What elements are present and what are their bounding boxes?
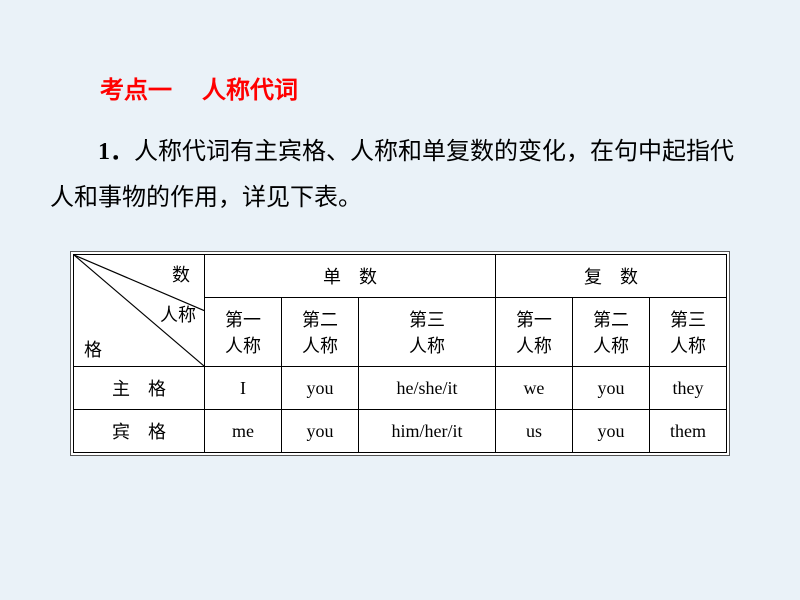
pronoun-table: 数 人称 格 单 数 复 数 第一人称 第二人称 第三人称 第一人称 第二人称 …: [73, 254, 727, 453]
corner-cell: 数 人称 格: [74, 255, 205, 367]
corner-label-person: 人称: [160, 301, 196, 327]
cell: them: [649, 410, 726, 453]
heading-part2: 人称代词: [202, 78, 298, 104]
corner-label-number: 数: [172, 261, 190, 287]
cell: I: [205, 367, 282, 410]
slide-content: 考点一 人称代词 1．人称代词有主宾格、人称和单复数的变化，在句中起指代人和事物的…: [0, 0, 800, 456]
cell: me: [205, 410, 282, 453]
cell: you: [282, 367, 359, 410]
sub-header: 第二人称: [572, 298, 649, 367]
corner-label-case: 格: [84, 336, 102, 362]
group-header-plural: 复 数: [495, 255, 726, 298]
table-header-row-1: 数 人称 格 单 数 复 数: [74, 255, 727, 298]
table-row: 主 格 I you he/she/it we you they: [74, 367, 727, 410]
sub-header: 第一人称: [495, 298, 572, 367]
para-text: 人称代词有主宾格、人称和单复数的变化，在句中起指代人和事物的作用，详见下表。: [50, 139, 734, 211]
sub-header: 第三人称: [359, 298, 496, 367]
sub-header: 第三人称: [649, 298, 726, 367]
para-lead: 1．: [98, 139, 134, 165]
heading-part1: 考点一: [100, 78, 172, 104]
cell: you: [572, 367, 649, 410]
group-header-singular: 单 数: [205, 255, 496, 298]
row-label: 主 格: [74, 367, 205, 410]
sub-header: 第一人称: [205, 298, 282, 367]
cell: they: [649, 367, 726, 410]
table-row: 宾 格 me you him/her/it us you them: [74, 410, 727, 453]
cell: we: [495, 367, 572, 410]
cell: us: [495, 410, 572, 453]
cell: he/she/it: [359, 367, 496, 410]
section-heading: 考点一 人称代词: [100, 70, 750, 105]
cell: him/her/it: [359, 410, 496, 453]
cell: you: [282, 410, 359, 453]
intro-paragraph: 1．人称代词有主宾格、人称和单复数的变化，在句中起指代人和事物的作用，详见下表。: [50, 130, 750, 221]
row-label: 宾 格: [74, 410, 205, 453]
cell: you: [572, 410, 649, 453]
pronoun-table-wrap: 数 人称 格 单 数 复 数 第一人称 第二人称 第三人称 第一人称 第二人称 …: [70, 251, 730, 456]
sub-header: 第二人称: [282, 298, 359, 367]
